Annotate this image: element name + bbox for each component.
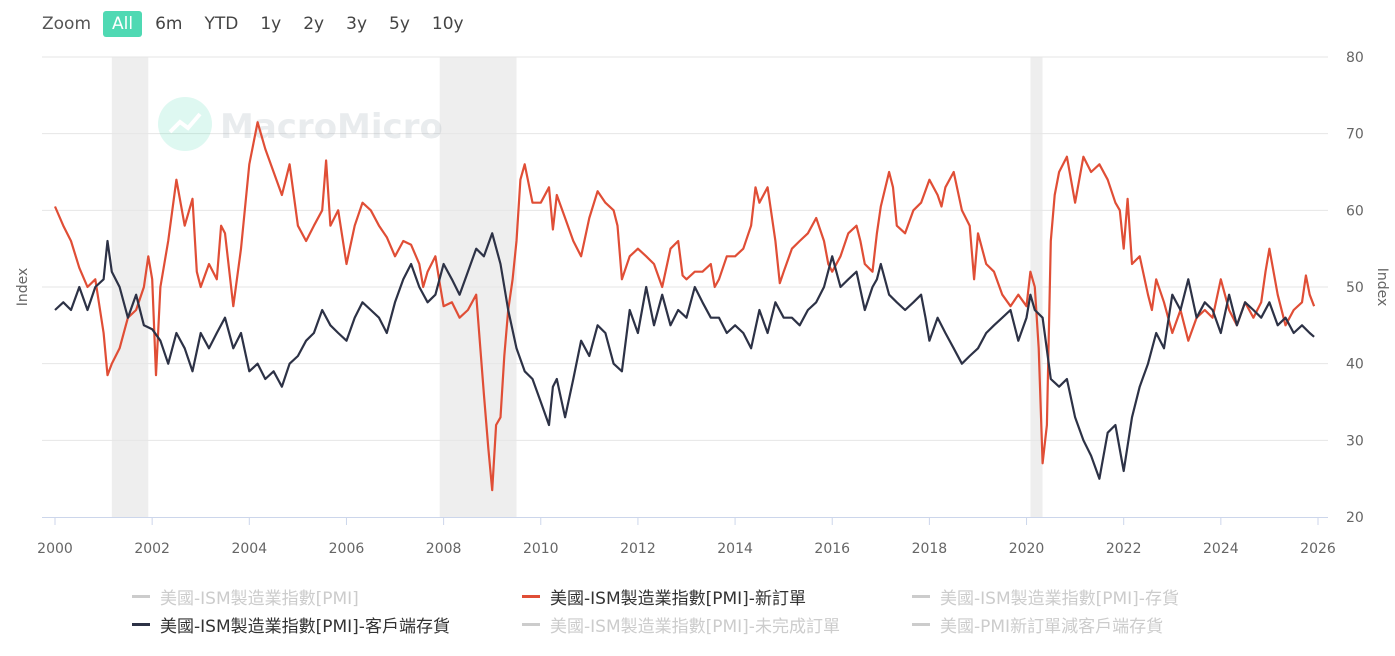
zoom-label: Zoom xyxy=(42,14,92,34)
x-tick-label: 2014 xyxy=(717,541,753,557)
x-tick-label: 2002 xyxy=(134,541,170,557)
legend-swatch xyxy=(132,595,150,598)
y-tick-label: 60 xyxy=(1346,203,1364,219)
legend-label: 美國-ISM製造業指數[PMI]-未完成訂單 xyxy=(550,617,840,637)
x-tick-label: 2006 xyxy=(329,541,365,557)
legend-item-pmi[interactable]: 美國-ISM製造業指數[PMI] xyxy=(132,584,359,609)
legend-swatch xyxy=(912,595,930,598)
x-tick-label: 2012 xyxy=(620,541,656,557)
x-tick-label: 2022 xyxy=(1106,541,1142,557)
series-lines xyxy=(53,121,1316,492)
zoom-all-button[interactable]: All xyxy=(103,11,143,37)
y-tick-label: 40 xyxy=(1346,357,1364,373)
legend-item-customer-inventories[interactable]: 美國-ISM製造業指數[PMI]-客戶端存貨 xyxy=(132,612,450,637)
legend-label: 美國-ISM製造業指數[PMI]-新訂單 xyxy=(550,589,806,609)
legend-label: 美國-ISM製造業指數[PMI] xyxy=(160,589,359,609)
legend-swatch xyxy=(522,595,540,598)
y-tick-label: 50 xyxy=(1346,280,1364,296)
watermark-logo: MacroMicro xyxy=(158,97,443,151)
zoom-6m-button[interactable]: 6m xyxy=(155,14,183,34)
legend-item-new-orders[interactable]: 美國-ISM製造業指數[PMI]-新訂單 xyxy=(522,584,806,609)
axes: 80 70 60 50 40 30 20 2000 2002 2004 2006 2008 2010 20… xyxy=(37,50,1364,557)
series-line-customer-inventories xyxy=(54,232,1315,480)
legend-label: 美國-ISM製造業指數[PMI]-客戶端存貨 xyxy=(160,617,450,637)
zoom-ytd-button[interactable]: YTD xyxy=(204,14,239,34)
x-tick-label: 2018 xyxy=(912,541,948,557)
zoom-10y-button[interactable]: 10y xyxy=(431,14,464,34)
zoom-bar: Zoom All 6m YTD 1y 2y 3y 5y 10y xyxy=(42,10,477,38)
legend-label: 美國-ISM製造業指數[PMI]-存貨 xyxy=(940,589,1179,609)
x-tick-label: 2008 xyxy=(426,541,462,557)
y-axis-label-left: Index xyxy=(15,268,31,307)
x-tick-label: 2024 xyxy=(1203,541,1239,557)
y-tick-label: 70 xyxy=(1346,127,1364,143)
legend-item-inventories[interactable]: 美國-ISM製造業指數[PMI]-存貨 xyxy=(912,584,1179,609)
y-tick-label: 80 xyxy=(1346,50,1364,66)
watermark-trend-icon xyxy=(168,112,202,134)
watermark-circle-icon xyxy=(158,97,212,151)
legend-swatch xyxy=(132,623,150,626)
series-line-new-orders xyxy=(53,121,1316,492)
x-tick-label: 2010 xyxy=(523,541,559,557)
x-tick-label: 2026 xyxy=(1300,541,1336,557)
line-chart[interactable]: MacroMicro 80 70 60 50 40 30 20 2000 2002 2004 200… xyxy=(0,0,1395,575)
zoom-1y-button[interactable]: 1y xyxy=(260,14,282,34)
zoom-5y-button[interactable]: 5y xyxy=(389,14,410,34)
x-tick-label: 2016 xyxy=(814,541,850,557)
legend-label: 美國-PMI新訂單減客戶端存貨 xyxy=(940,617,1164,637)
legend-swatch xyxy=(912,623,930,626)
x-tick-label: 2004 xyxy=(231,541,267,557)
legend-swatch xyxy=(522,623,540,626)
zoom-2y-button[interactable]: 2y xyxy=(303,14,325,34)
y-tick-label: 20 xyxy=(1346,510,1364,526)
x-tick-label: 2020 xyxy=(1009,541,1045,557)
zoom-3y-button[interactable]: 3y xyxy=(346,14,368,34)
legend-item-backlog[interactable]: 美國-ISM製造業指數[PMI]-未完成訂單 xyxy=(522,612,840,637)
y-axis-label-right: Index xyxy=(1374,268,1390,307)
x-tick-label: 2000 xyxy=(37,541,73,557)
y-tick-label: 30 xyxy=(1346,433,1364,449)
legend-item-spread[interactable]: 美國-PMI新訂單減客戶端存貨 xyxy=(912,612,1163,637)
